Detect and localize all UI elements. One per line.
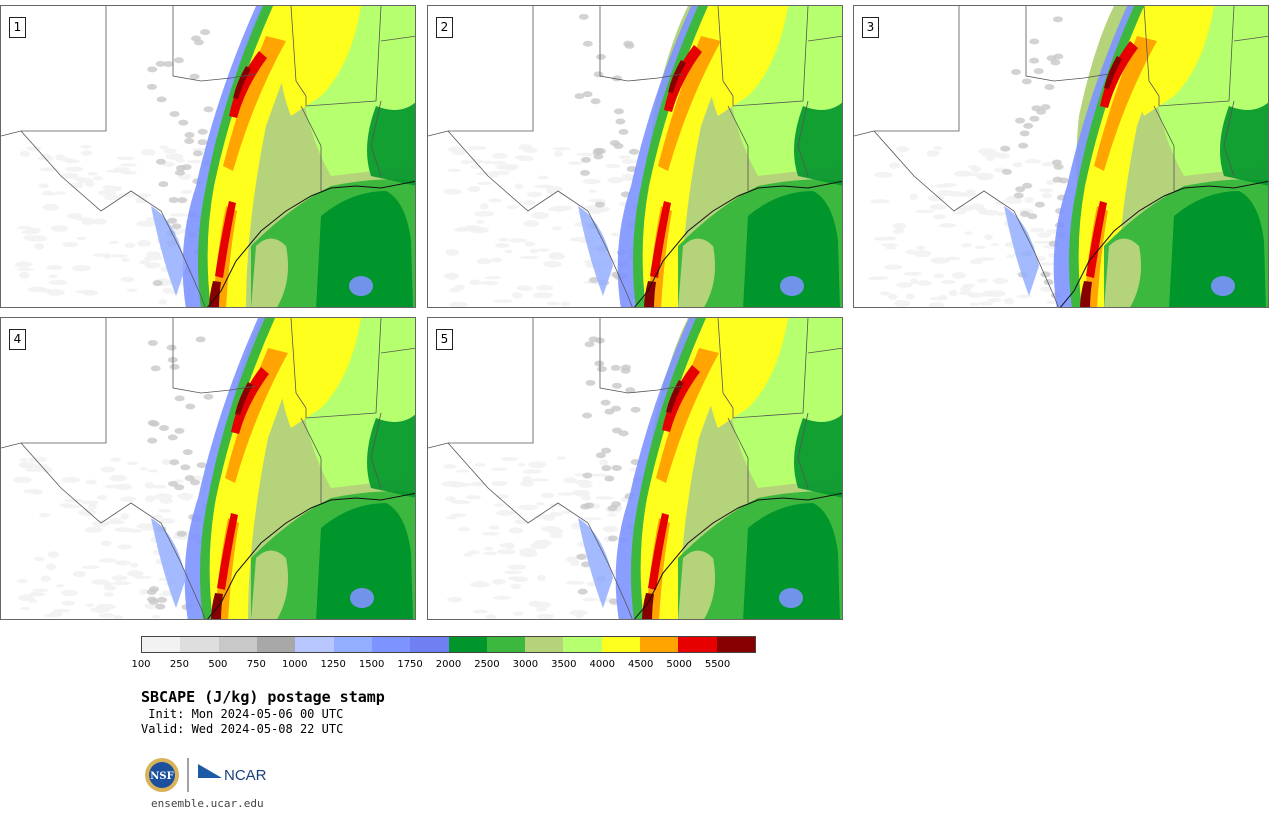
colorbar-swatch	[180, 637, 219, 652]
colorbar-tick-label: 4000	[589, 659, 615, 670]
colorbar-swatch	[218, 637, 257, 652]
colorbar-swatch	[525, 637, 564, 652]
colorbar-tick-label: 3500	[551, 659, 577, 670]
stamp-panel-2: 2	[427, 5, 843, 308]
colorbar-swatch	[371, 637, 411, 652]
colorbar-tick-label: 5500	[704, 659, 731, 670]
ncar-logo-icon: NCAR	[198, 764, 267, 784]
sbcape-map-3	[854, 6, 1268, 307]
colorbar-swatch	[486, 637, 526, 652]
colorbar-tick-label: 750	[246, 659, 266, 670]
sbcape-map-5	[428, 318, 842, 619]
colorbar	[141, 636, 756, 653]
colorbar-swatch	[601, 637, 641, 652]
colorbar-tick-label: 2500	[474, 659, 500, 670]
colorbar-swatch	[640, 637, 679, 652]
colorbar-tick-label: 1250	[320, 659, 346, 670]
colorbar-tick-label: 250	[169, 659, 189, 670]
svg-text:NCAR: NCAR	[224, 767, 267, 784]
colorbar-swatch	[448, 637, 487, 652]
panel-number: 4	[9, 329, 26, 350]
colorbar-swatch	[563, 637, 602, 652]
colorbar-tick-label: 500	[208, 659, 228, 670]
valid-time: Valid: Wed 2024-05-08 22 UTC	[141, 722, 344, 736]
nsf-logo-icon: NSF	[145, 758, 179, 792]
chart-title: SBCAPE (J/kg) postage stamp	[141, 688, 385, 706]
init-time: Init: Mon 2024-05-06 00 UTC	[141, 707, 344, 721]
stamp-panel-5: 5	[427, 317, 843, 620]
sbcape-map-1	[1, 6, 415, 307]
colorbar-tick-label: 1000	[282, 659, 308, 670]
colorbar-tick-label: 100	[131, 659, 151, 670]
website-label: ensemble.ucar.edu	[151, 797, 264, 810]
colorbar-swatch	[716, 637, 755, 652]
stamp-panel-1: 1	[0, 5, 416, 308]
colorbar-swatch	[295, 637, 334, 652]
stamp-panel-4: 4	[0, 317, 416, 620]
colorbar-swatch	[410, 637, 449, 652]
panel-number: 5	[436, 329, 453, 350]
colorbar-swatch	[678, 637, 717, 652]
colorbar-tick-label: 1500	[358, 659, 385, 670]
colorbar-tick-label: 5000	[666, 659, 692, 670]
colorbar-swatch	[142, 637, 181, 652]
sbcape-map-4	[1, 318, 415, 619]
panel-number: 3	[862, 17, 879, 38]
colorbar-swatch	[256, 637, 296, 652]
logos: NSF NCAR	[145, 758, 267, 792]
colorbar-tick-label: 3000	[512, 659, 539, 670]
colorbar-tick-label: 4500	[627, 659, 654, 670]
colorbar-swatch	[333, 637, 372, 652]
svg-text:NSF: NSF	[150, 771, 173, 782]
stamp-panel-3: 3	[853, 5, 1269, 308]
sbcape-map-2	[428, 6, 842, 307]
panel-number: 2	[436, 17, 453, 38]
panel-number: 1	[9, 17, 26, 38]
colorbar-tick-label: 1750	[397, 659, 423, 670]
colorbar-tick-labels: 100 250 500 750 1000 1250 1500 1750 2000 2500 3000…	[131, 659, 756, 673]
colorbar-tick-label: 2000	[435, 659, 462, 670]
